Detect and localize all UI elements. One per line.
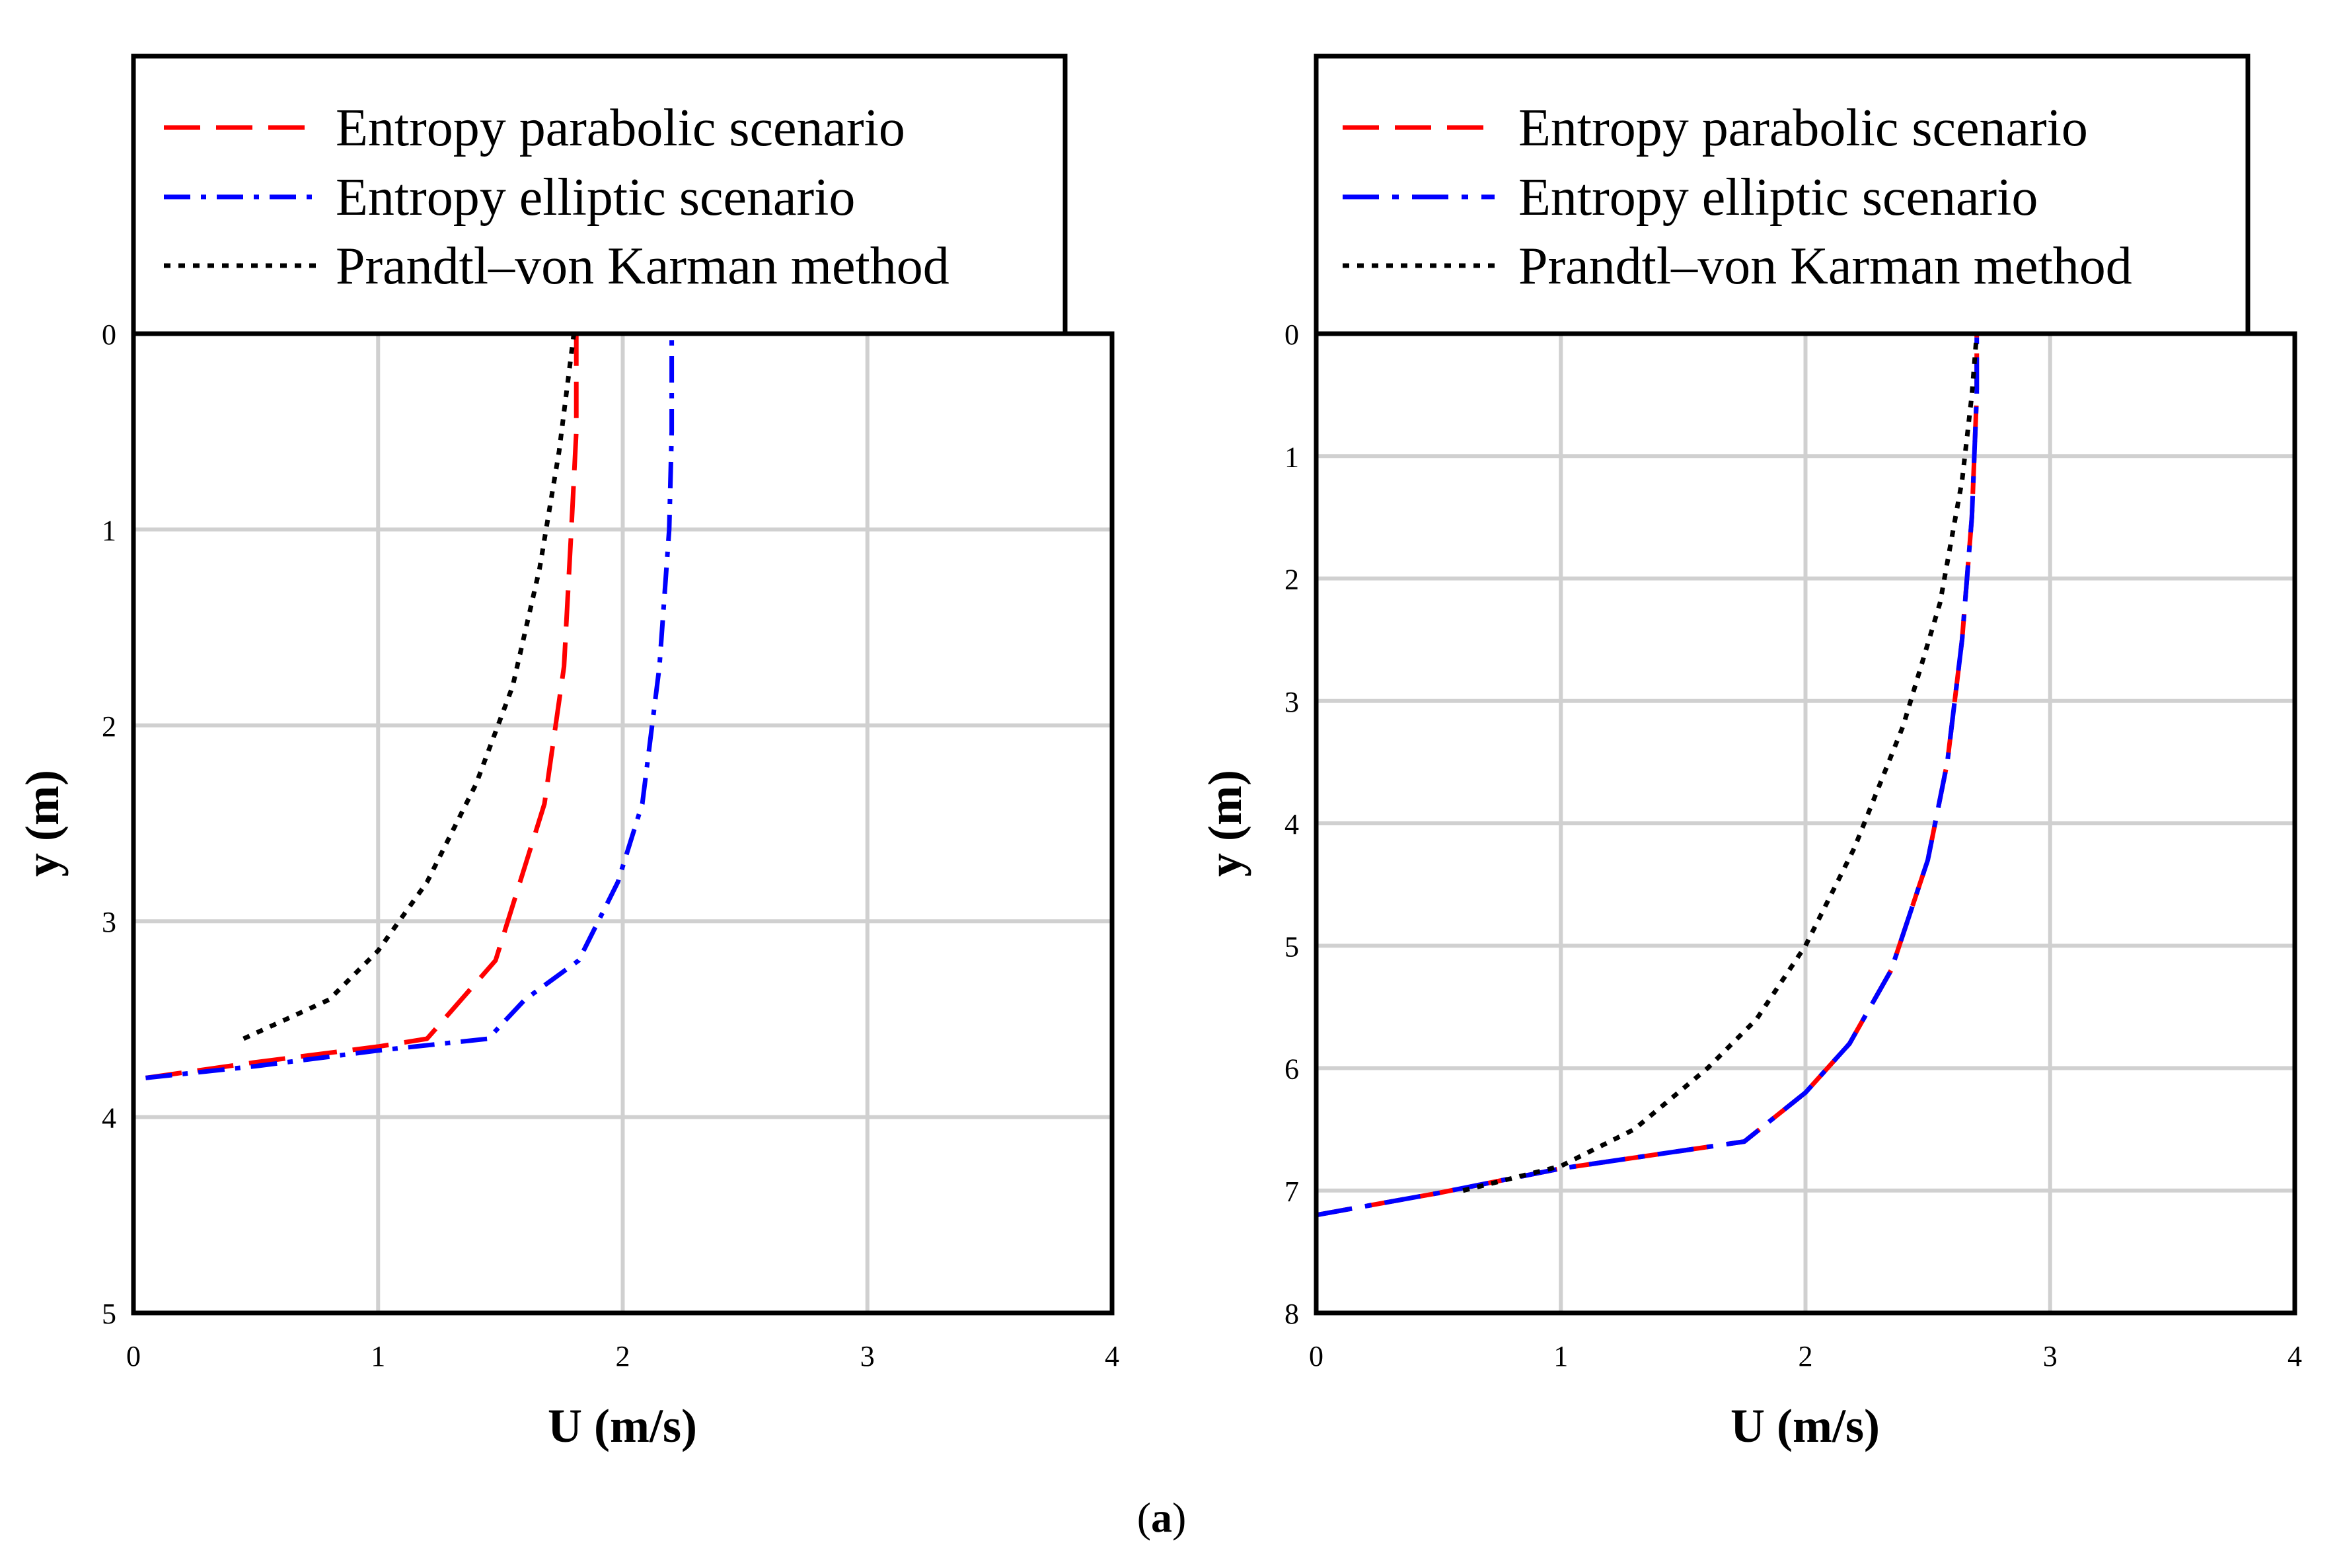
y-tick-label-right-7: 7 xyxy=(1284,1176,1299,1208)
y-tick-label-left-3: 3 xyxy=(102,906,116,938)
legend-label-prandtl-right: Prandtl–von Karman method xyxy=(1518,237,2132,295)
y-tick-label-left-0: 0 xyxy=(102,318,116,351)
x-tick-label-left-4: 4 xyxy=(1105,1340,1119,1372)
y-tick-label-right-2: 2 xyxy=(1284,564,1299,596)
x-ticks-right: 0 1 2 3 4 xyxy=(1309,1340,2302,1372)
y-tick-label-right-5: 5 xyxy=(1284,930,1299,963)
series-line-right-entropy-elliptic-scenario xyxy=(1316,334,1980,1218)
grid-right xyxy=(1316,334,2295,1313)
x-tick-label-left-3: 3 xyxy=(860,1340,875,1372)
x-axis-label-right: U (m/s) xyxy=(1730,1400,1880,1452)
series-line-left-entropy-parabolic-scenario xyxy=(145,334,579,1080)
legend-label-prandtl-left: Prandtl–von Karman method xyxy=(336,237,949,295)
y-tick-label-left-2: 2 xyxy=(102,710,116,743)
y-axis-label-right: y (m) xyxy=(1199,770,1251,877)
x-tick-label-right-0: 0 xyxy=(1309,1340,1323,1372)
y-tick-label-right-3: 3 xyxy=(1284,686,1299,718)
caption-open-paren: ( xyxy=(1137,1494,1151,1541)
grid-left xyxy=(133,334,1112,1313)
legend-label-elliptic-left: Entropy elliptic scenario xyxy=(336,168,855,227)
series-line-left-prandtl-von-karman-method xyxy=(242,333,576,1041)
series-group-right xyxy=(1316,333,1980,1218)
x-tick-label-right-2: 2 xyxy=(1799,1340,1813,1372)
y-tick-label-left-4: 4 xyxy=(102,1102,116,1135)
y-tick-label-right-8: 8 xyxy=(1284,1298,1299,1330)
caption-letter: a xyxy=(1151,1494,1172,1541)
legend-box-right xyxy=(1314,54,2250,336)
x-tick-label-left-1: 1 xyxy=(371,1340,385,1372)
chart-right: 0 1 2 3 4 0 1 2 3 4 5 6 7 8 U (m/s) y (m) Entropy pa… xyxy=(1199,54,2302,1452)
y-tick-label-right-6: 6 xyxy=(1284,1053,1299,1086)
series-line-left-entropy-elliptic-scenario xyxy=(145,334,675,1080)
x-tick-label-left-0: 0 xyxy=(126,1340,141,1372)
series-group-left xyxy=(145,333,675,1080)
y-ticks-right: 0 1 2 3 4 5 6 7 8 xyxy=(1284,318,1299,1330)
legend-label-elliptic-right: Entropy elliptic scenario xyxy=(1518,168,2038,227)
y-axis-label-left: y (m) xyxy=(16,770,69,877)
x-ticks-left: 0 1 2 3 4 xyxy=(126,1340,1119,1372)
y-ticks-left: 0 1 2 3 4 5 xyxy=(102,318,116,1330)
y-tick-label-left-1: 1 xyxy=(102,514,116,546)
y-tick-label-right-4: 4 xyxy=(1284,808,1299,840)
x-axis-label-left: U (m/s) xyxy=(548,1400,697,1452)
chart-left: 0 1 2 3 4 0 1 2 3 4 5 U (m/s) y (m) Entropy parab… xyxy=(16,54,1119,1452)
y-tick-label-right-1: 1 xyxy=(1284,441,1299,473)
caption-close-paren: ) xyxy=(1172,1494,1186,1541)
x-tick-label-right-3: 3 xyxy=(2043,1340,2058,1372)
legend-label-parabolic-right: Entropy parabolic scenario xyxy=(1518,99,2088,157)
legend-right: Entropy parabolic scenario Entropy ellip… xyxy=(1314,54,2250,336)
x-tick-label-right-1: 1 xyxy=(1553,1340,1568,1372)
x-tick-label-left-2: 2 xyxy=(616,1340,630,1372)
legend-left: Entropy parabolic scenario Entropy ellip… xyxy=(131,54,1068,336)
y-tick-label-right-0: 0 xyxy=(1284,318,1299,351)
legend-label-parabolic-left: Entropy parabolic scenario xyxy=(336,99,905,157)
x-tick-label-right-4: 4 xyxy=(2287,1340,2302,1372)
figure-caption: (a) xyxy=(1137,1494,1187,1541)
y-tick-label-left-5: 5 xyxy=(102,1298,116,1330)
